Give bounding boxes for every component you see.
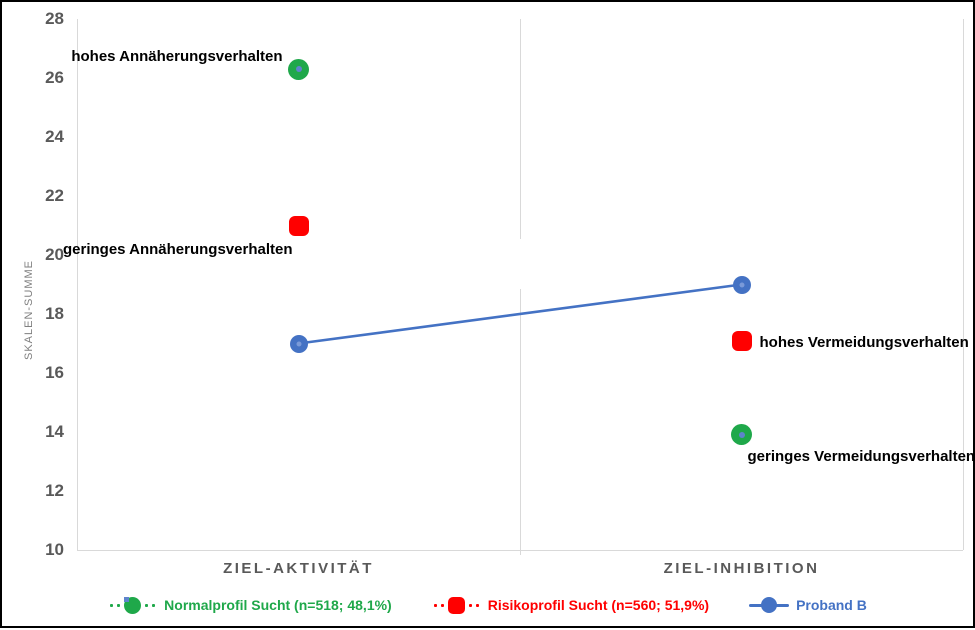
marker-s1-c0 (289, 216, 309, 236)
proband-series-line (299, 285, 742, 344)
marker-s1-c1 (732, 331, 752, 351)
marker-s2-c0 (290, 335, 308, 353)
legend-label: Proband B (796, 597, 867, 613)
marker-inner-dot (296, 66, 302, 72)
x-category-label: ZIEL-INHIBITION (592, 559, 892, 579)
point-annotation: hohes Vermeidungsverhalten (760, 334, 969, 352)
legend-square-marker-icon (432, 595, 481, 615)
marker-inner-dot (296, 341, 301, 346)
point-annotation: geringes Vermeidungsverhalten (748, 448, 975, 466)
marker-s2-c1 (733, 276, 751, 294)
legend-circle-marker-icon (108, 595, 157, 615)
marker-inner-dot (739, 282, 744, 287)
legend-label: Risikoprofil Sucht (n=560; 51,9%) (488, 597, 709, 613)
point-annotation: geringes Annäherungsverhalten (63, 241, 293, 259)
point-annotation: hohes Annäherungsverhalten (71, 48, 282, 66)
legend-circle-marker-icon (749, 595, 789, 615)
legend-item: Normalprofil Sucht (n=518; 48,1%) (108, 595, 392, 615)
x-category-label: ZIEL-AKTIVITÄT (149, 559, 449, 579)
legend-item: Proband B (749, 595, 867, 615)
legend-label: Normalprofil Sucht (n=518; 48,1%) (164, 597, 392, 613)
marker-s0-c0 (288, 59, 309, 80)
chart-legend: Normalprofil Sucht (n=518; 48,1%) Risikop… (2, 594, 973, 616)
marker-inner-dot (739, 432, 745, 438)
legend-item: Risikoprofil Sucht (n=560; 51,9%) (432, 595, 709, 615)
